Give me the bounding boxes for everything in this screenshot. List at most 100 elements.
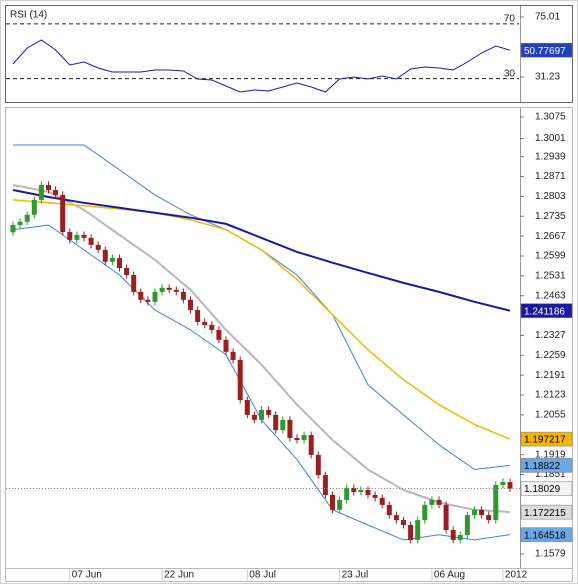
candle-body	[38, 184, 44, 200]
candle-body	[124, 267, 130, 275]
y-tick-label: 1.2259	[535, 350, 566, 361]
y-tick-label: 31.23	[535, 72, 560, 83]
indicator-line	[12, 189, 511, 312]
candle-body	[46, 184, 51, 190]
candle-body	[173, 289, 179, 292]
candle-body	[10, 225, 16, 233]
candle-body	[443, 504, 449, 531]
candle-body	[230, 351, 236, 360]
candle-body	[117, 258, 122, 268]
candle-body	[486, 515, 492, 521]
last-price: 1.18029	[524, 484, 561, 495]
price-panel	[5, 107, 573, 582]
y-tick-label: 1.3075	[535, 112, 566, 123]
candle-body	[315, 454, 321, 476]
rsi-title: RSI (14)	[10, 10, 47, 21]
y-tick-label: 1.2191	[535, 370, 566, 381]
candle-body	[294, 437, 300, 441]
y-tick-label: 1.2871	[535, 171, 566, 182]
candle-body	[464, 515, 470, 535]
candle-body	[330, 494, 335, 510]
candle-body	[322, 475, 328, 495]
y-tick-label: 1.2531	[535, 270, 566, 281]
candle-body	[17, 221, 23, 226]
y-tick-label: 1.2055	[535, 410, 566, 421]
candle-body	[188, 299, 193, 311]
candle-body	[358, 489, 364, 493]
candle-body	[308, 435, 314, 455]
candle-body	[287, 419, 293, 438]
candle-body	[436, 499, 442, 505]
candle-body	[166, 287, 172, 290]
candle-body	[145, 299, 151, 302]
last-value: 1.18822	[524, 461, 561, 472]
x-tick-label: 07 Jun	[72, 570, 102, 581]
y-tick-label: 1.1851	[535, 469, 566, 480]
y-tick-label: 1.2939	[535, 151, 566, 162]
x-tick-label: 2012	[505, 570, 528, 581]
candle-body	[422, 504, 428, 521]
candle-body	[386, 504, 392, 516]
candle-body	[195, 310, 201, 323]
candle-body	[457, 534, 463, 540]
candle-body	[67, 232, 73, 240]
last-value-box	[520, 458, 573, 473]
candle-body	[273, 414, 279, 431]
candle-body	[60, 194, 66, 233]
y-tick-label: 1.2803	[535, 191, 566, 202]
candle-body	[251, 414, 257, 420]
y-tick-label: 1.2327	[535, 330, 566, 341]
candle-body	[408, 525, 414, 540]
candle-body	[259, 409, 264, 420]
candle-body	[159, 287, 165, 292]
level-label: 70	[504, 13, 516, 24]
candle-body	[401, 520, 406, 526]
candle-body	[337, 499, 343, 510]
candle-body	[180, 291, 186, 300]
candle-body	[472, 509, 477, 516]
last-value-box	[520, 504, 573, 520]
candle-body	[365, 489, 371, 495]
candle-body	[95, 244, 101, 250]
last-value: 1.241186	[524, 306, 565, 317]
candle-body	[344, 487, 350, 500]
candle-body	[24, 214, 30, 222]
candle-body	[209, 324, 215, 330]
last-value-box	[520, 431, 573, 447]
indicator-line	[12, 39, 511, 93]
candle-body	[479, 509, 485, 516]
indicator-line	[12, 184, 511, 514]
candle-body	[415, 520, 421, 540]
last-value: 1.172215	[524, 508, 566, 519]
last-value-box	[520, 42, 573, 58]
last-value: 1.197217	[524, 435, 566, 446]
x-tick-label: 22 Jun	[164, 570, 194, 581]
y-tick-label: 1.2463	[535, 290, 566, 301]
candle-body	[372, 494, 378, 498]
y-tick-label: 1.1579	[535, 549, 566, 560]
y-tick-label: 1.1919	[535, 449, 566, 460]
candle-body	[81, 234, 87, 238]
candle-body	[379, 497, 385, 505]
candle-body	[500, 482, 506, 486]
candle-body	[216, 329, 222, 340]
candle-body	[450, 530, 456, 540]
y-tick-label: 1.2599	[535, 251, 566, 262]
y-tick-label: 1.2123	[535, 390, 566, 401]
candle-body	[223, 339, 229, 352]
candle-body	[31, 199, 37, 215]
last-value-box	[520, 303, 573, 318]
y-tick-label: 75.01	[535, 12, 560, 23]
candle-body	[152, 291, 158, 302]
candle-body	[109, 258, 115, 262]
last-value: 50.77697	[524, 46, 566, 57]
candle-body	[131, 274, 137, 292]
indicator-line	[12, 199, 511, 440]
candle-body	[301, 435, 307, 441]
y-tick-label: 1.2667	[535, 231, 566, 242]
y-tick-label: 1.3001	[535, 133, 566, 144]
level-label: 30	[504, 68, 516, 79]
candle-body	[88, 237, 94, 245]
